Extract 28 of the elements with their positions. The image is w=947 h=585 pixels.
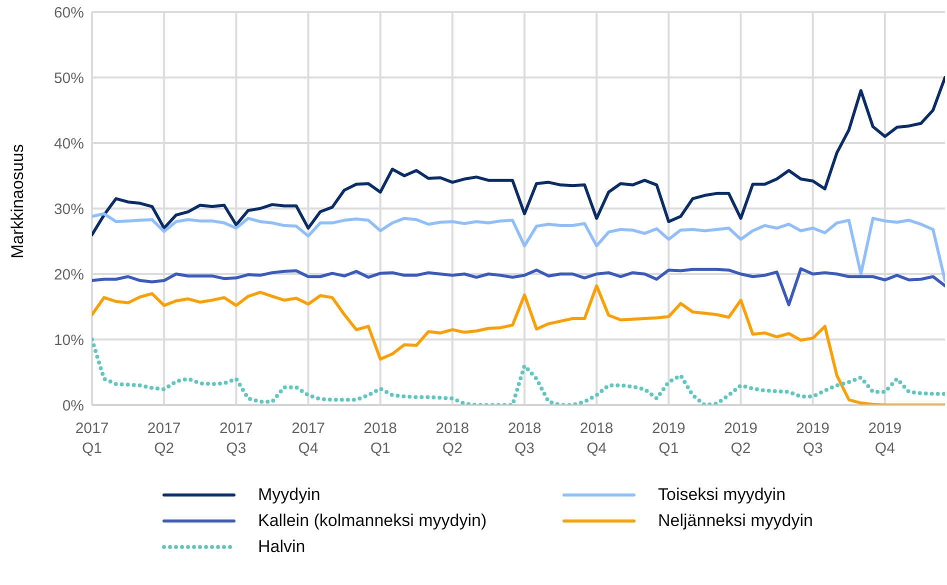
y-tick-label: 30% bbox=[54, 200, 84, 218]
x-tick-label: 2018 Q2 bbox=[436, 420, 470, 457]
y-tick-label: 40% bbox=[54, 135, 84, 152]
x-tick-label: 2017 Q1 bbox=[75, 420, 109, 457]
x-tick-label: 2018 Q3 bbox=[508, 420, 542, 457]
legend-label: Myydyin bbox=[258, 485, 320, 505]
x-tick-label: 2017 Q3 bbox=[219, 420, 253, 457]
line-series bbox=[92, 212, 945, 282]
x-tick-label: 2019 Q4 bbox=[868, 420, 902, 457]
x-tick-label: 2019 Q1 bbox=[652, 420, 686, 457]
x-tick-label: 2019 Q2 bbox=[724, 420, 758, 457]
y-tick-label: 10% bbox=[54, 332, 84, 349]
x-tick-label: 2018 Q4 bbox=[580, 420, 614, 457]
x-tick-label: 2017 Q2 bbox=[147, 420, 181, 457]
x-tick-label: 2017 Q4 bbox=[292, 420, 325, 457]
y-tick-label: 50% bbox=[54, 70, 84, 87]
x-tick-label: 2018 Q1 bbox=[364, 420, 398, 457]
y-tick-label: 20% bbox=[54, 266, 84, 284]
y-tick-label: 0% bbox=[62, 397, 84, 414]
legend-label: Halvin bbox=[258, 537, 306, 557]
legend-label: Kallein (kolmanneksi myydyin) bbox=[258, 511, 487, 531]
legend-label: Neljänneksi myydyin bbox=[658, 511, 813, 531]
line-series bbox=[92, 267, 945, 306]
y-axis-title: Markkinaosuus bbox=[8, 144, 28, 258]
x-tick-label: 2019 Q3 bbox=[796, 420, 830, 457]
line-series bbox=[92, 76, 945, 236]
legend-label: Toiseksi myydyin bbox=[658, 485, 786, 505]
y-tick-label: 60% bbox=[54, 4, 84, 22]
